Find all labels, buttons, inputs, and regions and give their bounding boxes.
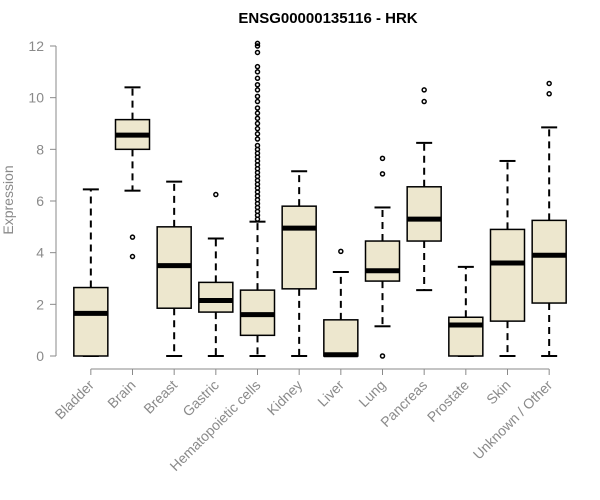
outlier-point bbox=[254, 105, 261, 111]
iqr-box bbox=[73, 286, 109, 357]
outlier-point bbox=[254, 69, 261, 75]
y-tick-label: 6 bbox=[36, 193, 44, 209]
box-lung bbox=[364, 155, 401, 359]
outlier-point bbox=[338, 248, 344, 255]
outlier-point bbox=[379, 171, 386, 177]
box-gastric bbox=[198, 191, 234, 357]
box-prostate bbox=[448, 265, 484, 357]
outlier-point bbox=[213, 191, 219, 198]
box-unknown-other bbox=[531, 80, 567, 357]
outlier-point bbox=[379, 353, 386, 359]
outlier-point bbox=[254, 93, 261, 100]
x-tick-label: Kidney bbox=[264, 377, 306, 419]
box-skin bbox=[489, 159, 526, 357]
outlier-point bbox=[254, 82, 261, 88]
y-tick-label: 0 bbox=[36, 348, 44, 364]
x-tick-label: Liver bbox=[314, 377, 347, 410]
iqr-box bbox=[531, 219, 567, 304]
box-liver bbox=[323, 248, 359, 358]
y-tick-label: 4 bbox=[36, 245, 44, 261]
x-tick-label: Skin bbox=[483, 377, 514, 408]
y-tick-label: 2 bbox=[36, 296, 44, 312]
box-kidney bbox=[281, 170, 317, 357]
iqr-box bbox=[406, 186, 442, 242]
outlier-point bbox=[129, 253, 136, 260]
outlier-point bbox=[421, 98, 427, 105]
outlier-point bbox=[254, 131, 261, 137]
box-brain bbox=[114, 86, 151, 260]
y-axis: 0 2 4 6 8 10 12 bbox=[28, 38, 57, 364]
outlier-point bbox=[254, 43, 261, 49]
outlier-point bbox=[254, 40, 261, 47]
outlier-point bbox=[254, 75, 261, 82]
box-bladder bbox=[73, 188, 109, 357]
outlier-point bbox=[254, 87, 261, 93]
outlier-point bbox=[379, 155, 386, 162]
outlier-point bbox=[254, 63, 261, 70]
box-hematopoietic-cells bbox=[239, 40, 276, 357]
x-tick-label: Brain bbox=[104, 377, 138, 411]
outlier-point bbox=[546, 80, 552, 87]
outlier-point bbox=[254, 120, 261, 127]
box-pancreas bbox=[406, 87, 442, 292]
x-tick-label: Unknown / Other bbox=[470, 377, 556, 463]
iqr-box bbox=[489, 228, 526, 322]
chart-title: ENSG00000135116 - HRK bbox=[238, 10, 417, 27]
outlier-point bbox=[254, 98, 261, 105]
boxes-group bbox=[73, 40, 567, 359]
y-tick-label: 8 bbox=[36, 141, 44, 157]
outlier-point bbox=[254, 142, 261, 149]
x-tick-label: Bladder bbox=[52, 377, 98, 423]
outlier-point bbox=[254, 125, 261, 132]
x-tick-label: Breast bbox=[140, 377, 180, 417]
outlier-point bbox=[254, 110, 261, 116]
iqr-box bbox=[323, 319, 359, 357]
outlier-point bbox=[546, 91, 552, 97]
outlier-point bbox=[254, 136, 261, 142]
outlier-point bbox=[129, 234, 136, 240]
y-tick-label: 12 bbox=[28, 38, 44, 54]
iqr-box bbox=[198, 281, 234, 313]
outlier-point bbox=[421, 87, 427, 93]
x-tick-label: Lung bbox=[355, 377, 388, 410]
outlier-point bbox=[254, 115, 261, 122]
box-breast bbox=[156, 180, 192, 357]
x-tick-label: Prostate bbox=[424, 377, 472, 425]
y-axis-label: Expression bbox=[0, 165, 16, 234]
y-tick-label: 10 bbox=[28, 90, 44, 106]
iqr-box bbox=[364, 240, 401, 282]
outlier-point bbox=[254, 49, 261, 56]
iqr-box bbox=[281, 205, 317, 290]
